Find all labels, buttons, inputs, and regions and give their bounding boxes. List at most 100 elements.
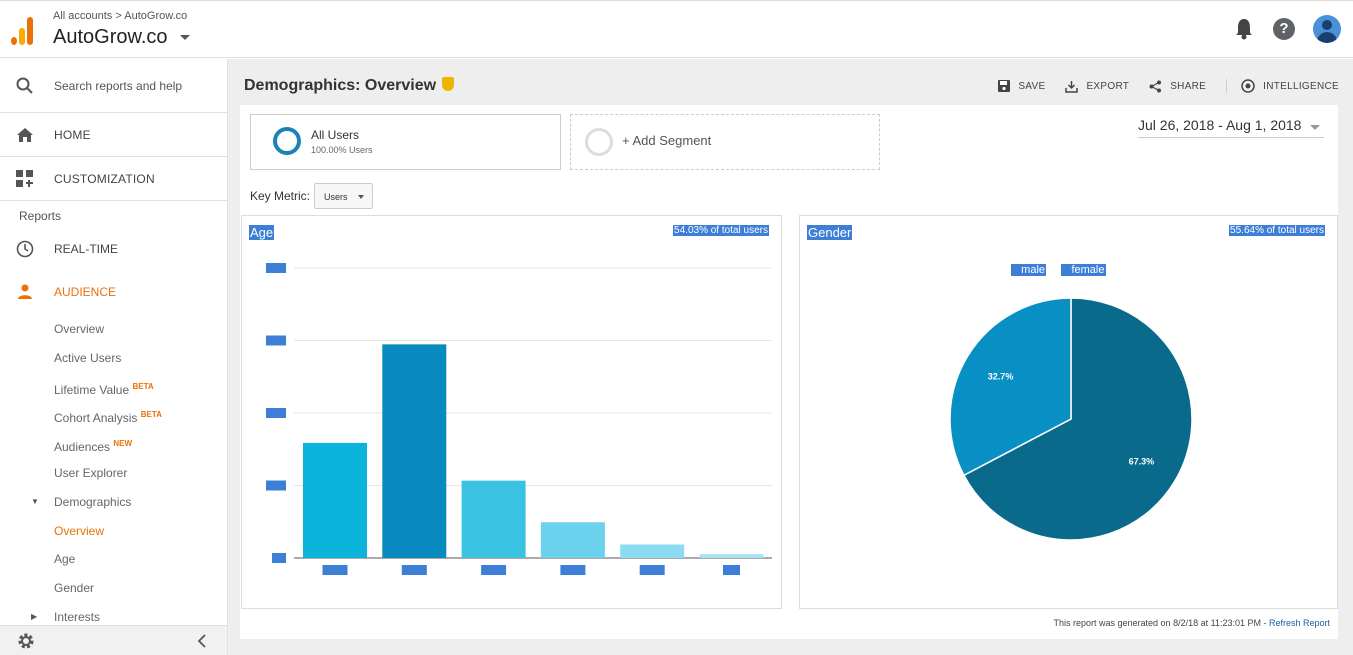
account-selector[interactable]: AutoGrow.co bbox=[53, 26, 168, 48]
key-metric-select[interactable]: Users bbox=[314, 183, 373, 209]
nav-audience-overview[interactable]: Overview bbox=[54, 322, 105, 336]
date-range-picker[interactable]: Jul 26, 2018 - Aug 1, 2018 bbox=[1138, 117, 1324, 138]
x-tick-label bbox=[639, 565, 665, 575]
nav-active-users[interactable]: Active Users bbox=[54, 350, 122, 365]
chevron-down-icon[interactable] bbox=[180, 35, 190, 40]
clock-icon bbox=[16, 240, 34, 257]
help-icon[interactable]: ? bbox=[1273, 18, 1295, 40]
export-icon bbox=[1065, 80, 1079, 93]
age-total-users-pct: 54.03% of total users bbox=[673, 225, 769, 236]
add-segment-label: + Add Segment bbox=[622, 133, 712, 148]
nav-audience-label: AUDIENCE bbox=[54, 284, 117, 299]
intelligence-button[interactable]: INTELLIGENCE bbox=[1226, 79, 1339, 93]
expand-down-icon: ▼ bbox=[31, 496, 39, 506]
pie-label: 67.3% bbox=[1129, 457, 1155, 467]
segment-placeholder-icon bbox=[585, 128, 613, 156]
nav-cohort-analysis[interactable]: Cohort Analysis BETA bbox=[54, 410, 162, 426]
x-tick-label bbox=[560, 565, 586, 575]
analytics-logo-icon[interactable] bbox=[11, 17, 35, 45]
legend-female[interactable]: female bbox=[1061, 264, 1106, 276]
age-bar bbox=[461, 480, 526, 558]
notifications-bell-icon[interactable] bbox=[1233, 16, 1255, 42]
breadcrumb-account[interactable]: AutoGrow.co bbox=[124, 10, 188, 22]
save-button[interactable]: SAVE bbox=[998, 79, 1045, 93]
add-segment-button[interactable]: + Add Segment bbox=[570, 114, 880, 170]
save-icon bbox=[998, 80, 1011, 92]
y-tick-label bbox=[266, 263, 286, 273]
share-button[interactable]: SHARE bbox=[1149, 79, 1206, 93]
beta-badge: BETA bbox=[132, 381, 154, 391]
chevron-down-icon bbox=[358, 195, 364, 199]
segment-all-users[interactable]: All Users 100.00% Users bbox=[250, 114, 561, 170]
age-bar-chart bbox=[266, 263, 772, 575]
search-bar[interactable]: Search reports and help bbox=[0, 59, 227, 113]
gender-chart-card: Gender 55.64% of total users male female… bbox=[799, 215, 1338, 609]
export-button[interactable]: EXPORT bbox=[1065, 79, 1129, 93]
nav-customization[interactable]: CUSTOMIZATION bbox=[0, 157, 227, 201]
age-chart-title: Age bbox=[249, 225, 275, 240]
nav-demographics-overview[interactable]: Overview bbox=[54, 523, 105, 538]
nav-audience[interactable]: AUDIENCE bbox=[0, 270, 227, 313]
nav-home[interactable]: HOME bbox=[0, 113, 227, 157]
breadcrumb-separator: > bbox=[115, 10, 122, 22]
age-bar bbox=[620, 544, 685, 558]
segment-percentage: 100.00% Users bbox=[311, 145, 373, 155]
breadcrumb-root[interactable]: All accounts bbox=[53, 10, 113, 22]
chevron-down-icon bbox=[1310, 125, 1320, 130]
dashboard-add-icon bbox=[16, 169, 33, 187]
nav-age[interactable]: Age bbox=[54, 552, 76, 567]
nav-audiences[interactable]: Audiences NEW bbox=[54, 439, 133, 455]
collapse-sidebar-icon[interactable] bbox=[197, 634, 207, 648]
x-tick-label bbox=[481, 565, 507, 575]
segment-ring-icon bbox=[273, 127, 301, 155]
key-metric-label: Key Metric: bbox=[250, 189, 311, 203]
account-breadcrumb[interactable]: All accounts > AutoGrow.co bbox=[53, 10, 187, 22]
report-actions: SAVE EXPORT SHARE INTELLIGENCE bbox=[998, 79, 1339, 93]
nav-gender[interactable]: Gender bbox=[54, 581, 95, 596]
y-tick-label bbox=[266, 480, 286, 491]
account-avatar[interactable] bbox=[1313, 15, 1341, 43]
home-icon bbox=[17, 127, 33, 142]
y-tick-label bbox=[266, 408, 286, 418]
nav-interests[interactable]: ▶ Interests bbox=[0, 603, 227, 632]
beta-badge: BETA bbox=[140, 410, 162, 420]
gender-legend: male female bbox=[1011, 264, 1106, 276]
key-metric-value: Users bbox=[324, 192, 348, 202]
x-tick-label bbox=[322, 565, 348, 575]
nav-realtime[interactable]: REAL-TIME bbox=[0, 227, 227, 270]
nav-user-explorer[interactable]: User Explorer bbox=[54, 465, 128, 480]
date-range-text: Jul 26, 2018 - Aug 1, 2018 bbox=[1138, 117, 1302, 133]
search-input[interactable]: Search reports and help bbox=[54, 78, 183, 93]
x-tick-label bbox=[723, 565, 740, 575]
age-bar bbox=[382, 344, 447, 558]
page-title: Demographics: Overview bbox=[244, 77, 455, 95]
age-bar bbox=[699, 554, 764, 558]
age-chart-card: Age 54.03% of total users bbox=[241, 215, 782, 609]
gender-chart-title: Gender bbox=[807, 225, 853, 240]
refresh-report-link[interactable]: Refresh Report bbox=[1268, 618, 1330, 628]
gender-total-users-pct: 55.64% of total users bbox=[1229, 225, 1325, 236]
report-generated-text: This report was generated on 8/2/18 at 1… bbox=[1053, 618, 1269, 628]
nav-demographics[interactable]: ▼ Demographics bbox=[0, 488, 227, 517]
gender-pie-chart: 67.3% 32.7% bbox=[949, 297, 1193, 541]
nav-customization-label: CUSTOMIZATION bbox=[54, 171, 155, 186]
main-content: Demographics: Overview SAVE EXPORT SHARE… bbox=[228, 59, 1353, 655]
pie-slice-female bbox=[949, 297, 1072, 477]
legend-male[interactable]: male bbox=[1011, 264, 1047, 276]
segment-name: All Users bbox=[311, 128, 360, 142]
gear-icon[interactable] bbox=[17, 632, 35, 650]
expand-right-icon: ▶ bbox=[31, 611, 38, 621]
pie-slice-male bbox=[962, 297, 1193, 541]
share-icon bbox=[1149, 80, 1162, 92]
y-tick-label bbox=[266, 335, 286, 346]
pie-label: 32.7% bbox=[988, 371, 1014, 381]
report-footer: This report was generated on 8/2/18 at 1… bbox=[1054, 618, 1331, 628]
age-bar bbox=[303, 442, 367, 558]
nav-lifetime-value[interactable]: Lifetime Value BETA bbox=[54, 381, 154, 397]
y-tick-label bbox=[272, 553, 286, 563]
person-icon bbox=[18, 284, 32, 299]
nav-realtime-label: REAL-TIME bbox=[54, 241, 119, 256]
x-tick-label bbox=[401, 565, 427, 575]
verified-shield-icon bbox=[442, 77, 455, 91]
intelligence-icon bbox=[1241, 79, 1255, 93]
